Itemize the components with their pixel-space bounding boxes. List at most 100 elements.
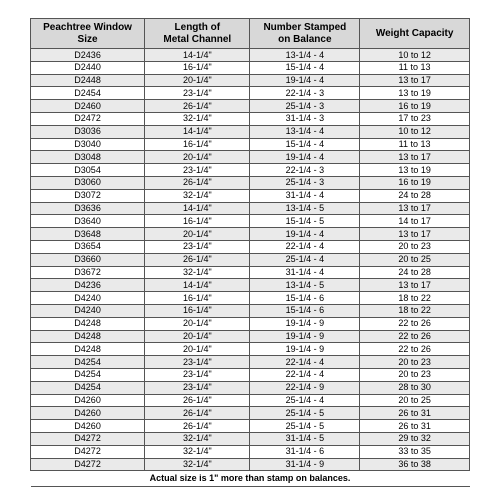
table-cell: 13-1/4 - 5 <box>250 202 360 215</box>
table-cell: 25-1/4 - 3 <box>250 176 360 189</box>
table-cell: 11 to 13 <box>360 61 470 74</box>
table-cell: 26 to 31 <box>360 420 470 433</box>
table-row: D306026-1/4"25-1/4 - 316 to 19 <box>31 176 470 189</box>
table-row: D425423-1/4"22-1/4 - 928 to 30 <box>31 381 470 394</box>
table-row: D304016-1/4"15-1/4 - 411 to 13 <box>31 138 470 151</box>
table-cell: 13 to 17 <box>360 74 470 87</box>
table-cell: 26 to 31 <box>360 407 470 420</box>
table-cell: D3636 <box>31 202 145 215</box>
table-cell: 25-1/4 - 3 <box>250 100 360 113</box>
table-cell: 13 to 19 <box>360 87 470 100</box>
table-cell: 13 to 17 <box>360 279 470 292</box>
table-cell: 20-1/4" <box>145 317 250 330</box>
table-cell: 16 to 19 <box>360 176 470 189</box>
table-cell: D3640 <box>31 215 145 228</box>
table-cell: D4254 <box>31 368 145 381</box>
table-cell: D2460 <box>31 100 145 113</box>
table-cell: 19-1/4 - 4 <box>250 228 360 241</box>
table-cell: 13 to 17 <box>360 151 470 164</box>
table-cell: D4240 <box>31 304 145 317</box>
table-cell: 22-1/4 - 9 <box>250 381 360 394</box>
table-cell: 23-1/4" <box>145 240 250 253</box>
table-cell: D3036 <box>31 125 145 138</box>
table-cell: 22-1/4 - 4 <box>250 368 360 381</box>
table-cell: 16-1/4" <box>145 215 250 228</box>
table-cell: 29 to 32 <box>360 432 470 445</box>
table-cell: 16-1/4" <box>145 304 250 317</box>
table-cell: 20 to 25 <box>360 394 470 407</box>
table-row: D367232-1/4"31-1/4 - 424 to 28 <box>31 266 470 279</box>
table-cell: 25-1/4 - 4 <box>250 394 360 407</box>
table-cell: D2454 <box>31 87 145 100</box>
table-cell: 20 to 23 <box>360 368 470 381</box>
table-cell: 13-1/4 - 4 <box>250 125 360 138</box>
table-cell: 14-1/4" <box>145 125 250 138</box>
table-cell: 32-1/4" <box>145 445 250 458</box>
table-cell: 20-1/4" <box>145 330 250 343</box>
table-cell: 15-1/4 - 5 <box>250 215 360 228</box>
table-cell: 24 to 28 <box>360 189 470 202</box>
table-cell: 22-1/4 - 3 <box>250 164 360 177</box>
table-row: D364016-1/4"15-1/4 - 514 to 17 <box>31 215 470 228</box>
table-row: D424016-1/4"15-1/4 - 618 to 22 <box>31 292 470 305</box>
table-cell: 31-1/4 - 9 <box>250 458 360 471</box>
table-row: D243614-1/4"13-1/4 - 410 to 12 <box>31 49 470 62</box>
table-row: D304820-1/4"19-1/4 - 413 to 17 <box>31 151 470 164</box>
table-cell: 14-1/4" <box>145 279 250 292</box>
table-cell: 32-1/4" <box>145 112 250 125</box>
table-cell: 32-1/4" <box>145 266 250 279</box>
table-cell: D4248 <box>31 330 145 343</box>
table-row: D365423-1/4"22-1/4 - 420 to 23 <box>31 240 470 253</box>
table-row: D424820-1/4"19-1/4 - 922 to 26 <box>31 343 470 356</box>
table-cell: D4248 <box>31 317 145 330</box>
table-cell: 31-1/4 - 3 <box>250 112 360 125</box>
table-cell: 26-1/4" <box>145 100 250 113</box>
table-cell: D4254 <box>31 381 145 394</box>
table-cell: 26-1/4" <box>145 407 250 420</box>
table-cell: 10 to 12 <box>360 125 470 138</box>
table-row: D303614-1/4"13-1/4 - 410 to 12 <box>31 125 470 138</box>
col-metal-channel: Length ofMetal Channel <box>145 19 250 49</box>
table-cell: D4260 <box>31 407 145 420</box>
table-row: D426026-1/4"25-1/4 - 526 to 31 <box>31 420 470 433</box>
table-cell: 13-1/4 - 5 <box>250 279 360 292</box>
table-cell: D3040 <box>31 138 145 151</box>
table-cell: 20 to 23 <box>360 356 470 369</box>
table-cell: 23-1/4" <box>145 381 250 394</box>
table-row: D424016-1/4"15-1/4 - 618 to 22 <box>31 304 470 317</box>
col-number-stamped: Number Stampedon Balance <box>250 19 360 49</box>
table-cell: 23-1/4" <box>145 87 250 100</box>
table-cell: D3048 <box>31 151 145 164</box>
table-row: D307232-1/4"31-1/4 - 424 to 28 <box>31 189 470 202</box>
table-cell: 22-1/4 - 4 <box>250 240 360 253</box>
table-cell: 24 to 28 <box>360 266 470 279</box>
table-cell: 16-1/4" <box>145 61 250 74</box>
table-cell: 15-1/4 - 6 <box>250 292 360 305</box>
table-cell: 19-1/4 - 9 <box>250 317 360 330</box>
table-row: D426026-1/4"25-1/4 - 420 to 25 <box>31 394 470 407</box>
table-row: D366026-1/4"25-1/4 - 420 to 25 <box>31 253 470 266</box>
table-cell: 13 to 17 <box>360 202 470 215</box>
table-cell: 22 to 26 <box>360 330 470 343</box>
table-cell: 19-1/4 - 9 <box>250 330 360 343</box>
table-cell: 17 to 23 <box>360 112 470 125</box>
table-cell: 20 to 25 <box>360 253 470 266</box>
table-cell: 11 to 13 <box>360 138 470 151</box>
table-row: D423614-1/4"13-1/4 - 513 to 17 <box>31 279 470 292</box>
table-cell: 20-1/4" <box>145 343 250 356</box>
table-cell: 22 to 26 <box>360 317 470 330</box>
table-cell: D2472 <box>31 112 145 125</box>
table-cell: D2440 <box>31 61 145 74</box>
table-cell: D3072 <box>31 189 145 202</box>
table-cell: D4248 <box>31 343 145 356</box>
table-footnote: Actual size is 1" more than stamp on bal… <box>31 471 470 487</box>
table-cell: D2448 <box>31 74 145 87</box>
table-row: D425423-1/4"22-1/4 - 420 to 23 <box>31 356 470 369</box>
table-cell: 15-1/4 - 6 <box>250 304 360 317</box>
table-cell: 22 to 26 <box>360 343 470 356</box>
table-row: D364820-1/4"19-1/4 - 413 to 17 <box>31 228 470 241</box>
col-window-size: Peachtree Window Size <box>31 19 145 49</box>
table-row: D426026-1/4"25-1/4 - 526 to 31 <box>31 407 470 420</box>
table-cell: 26-1/4" <box>145 176 250 189</box>
table-row: D246026-1/4"25-1/4 - 316 to 19 <box>31 100 470 113</box>
